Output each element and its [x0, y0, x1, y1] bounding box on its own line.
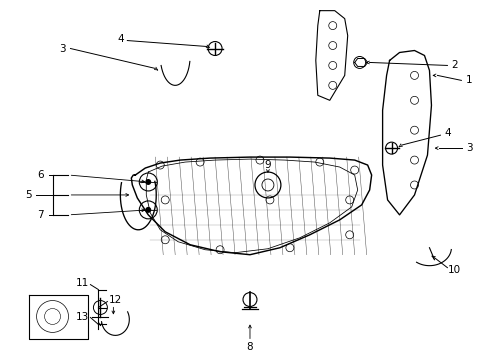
Text: 4: 4	[443, 128, 450, 138]
Text: 6: 6	[37, 170, 44, 180]
Text: 10: 10	[447, 265, 460, 275]
Text: 1: 1	[465, 75, 472, 85]
Text: 12: 12	[108, 294, 122, 305]
Text: 5: 5	[25, 190, 32, 200]
Circle shape	[145, 179, 151, 185]
Text: 4: 4	[117, 33, 123, 44]
Text: 8: 8	[246, 342, 253, 352]
Text: 2: 2	[450, 60, 457, 71]
Text: 3: 3	[59, 44, 66, 54]
Circle shape	[145, 207, 151, 213]
Text: 7: 7	[37, 210, 44, 220]
Text: 9: 9	[264, 160, 271, 170]
Text: 11: 11	[76, 278, 89, 288]
Text: 3: 3	[465, 143, 472, 153]
Text: 13: 13	[76, 312, 89, 323]
